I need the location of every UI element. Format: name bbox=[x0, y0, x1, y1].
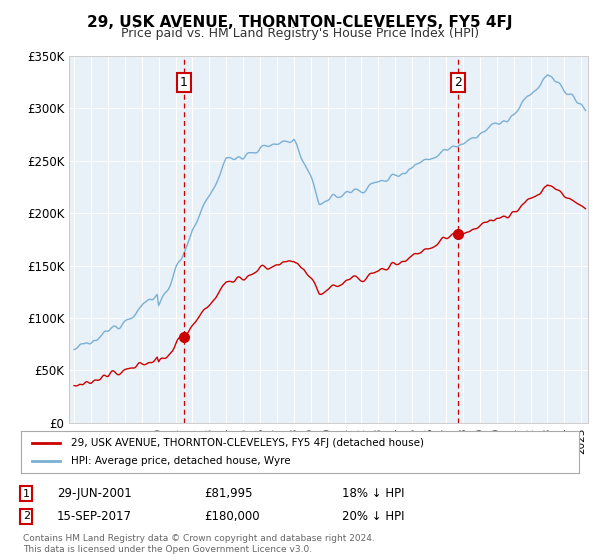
Text: 15-SEP-2017: 15-SEP-2017 bbox=[57, 510, 132, 523]
Text: 2: 2 bbox=[454, 76, 462, 88]
Text: Price paid vs. HM Land Registry's House Price Index (HPI): Price paid vs. HM Land Registry's House … bbox=[121, 27, 479, 40]
Text: Contains HM Land Registry data © Crown copyright and database right 2024.: Contains HM Land Registry data © Crown c… bbox=[23, 534, 374, 543]
Text: 29, USK AVENUE, THORNTON-CLEVELEYS, FY5 4FJ: 29, USK AVENUE, THORNTON-CLEVELEYS, FY5 … bbox=[87, 15, 513, 30]
Text: HPI: Average price, detached house, Wyre: HPI: Average price, detached house, Wyre bbox=[71, 456, 291, 466]
Text: 1: 1 bbox=[180, 76, 188, 88]
Text: 2: 2 bbox=[23, 511, 30, 521]
Text: 29-JUN-2001: 29-JUN-2001 bbox=[57, 487, 132, 501]
Text: 20% ↓ HPI: 20% ↓ HPI bbox=[342, 510, 404, 523]
Text: 18% ↓ HPI: 18% ↓ HPI bbox=[342, 487, 404, 501]
Text: £81,995: £81,995 bbox=[204, 487, 253, 501]
Text: This data is licensed under the Open Government Licence v3.0.: This data is licensed under the Open Gov… bbox=[23, 545, 312, 554]
Text: 29, USK AVENUE, THORNTON-CLEVELEYS, FY5 4FJ (detached house): 29, USK AVENUE, THORNTON-CLEVELEYS, FY5 … bbox=[71, 438, 424, 448]
Text: 1: 1 bbox=[23, 489, 30, 499]
Text: £180,000: £180,000 bbox=[204, 510, 260, 523]
